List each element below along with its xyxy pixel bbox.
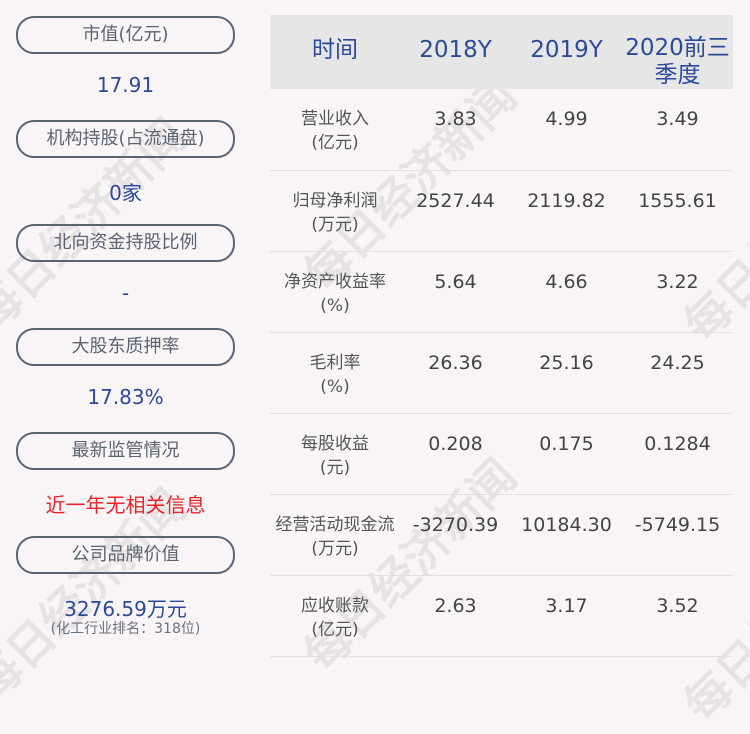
row-label: 归母净利润 (万元) [270, 170, 400, 252]
cell-value: 3.22 [622, 251, 733, 333]
table-row: 归母净利润 (万元) 2527.44 2119.82 1555.61 [270, 170, 733, 252]
cell-value: 3.52 [622, 575, 733, 657]
table-row: 营业收入 (亿元) 3.83 4.99 3.49 [270, 89, 733, 171]
row-unit: (亿元) [311, 619, 359, 640]
cell-value: 25.16 [511, 332, 622, 414]
row-label: 毛利率 (%) [270, 332, 400, 414]
metric-value: 近一年无相关信息 [45, 493, 206, 517]
metric-label: 大股东质押率 [16, 328, 235, 366]
metric-label: 最新监管情况 [16, 432, 235, 470]
row-label-text: 归母净利润 [292, 190, 378, 211]
table-row: 毛利率 (%) 26.36 25.16 24.25 [270, 332, 733, 414]
financial-table: 时间 2018Y 2019Y 2020前三季度 营业收入 (亿元) 3.83 4.99… [270, 15, 733, 657]
cell-value: 0.175 [511, 413, 622, 495]
metric-value: 3276.59万元 [64, 597, 187, 621]
row-label: 经营活动现金流 (万元) [270, 494, 400, 576]
header-2019: 2019Y [511, 15, 622, 89]
table-row: 应收账款 (亿元) 2.63 3.17 3.52 [270, 575, 733, 657]
metric-value: 0家 [109, 181, 142, 205]
row-label: 应收账款 (亿元) [270, 575, 400, 657]
row-label-text: 营业收入 [301, 109, 369, 129]
cell-value: 3.83 [400, 89, 511, 171]
cell-value: 24.25 [622, 332, 733, 414]
row-unit: (元) [319, 457, 351, 478]
cell-value: 3.17 [511, 575, 622, 657]
metric-label: 北向资金持股比例 [16, 224, 235, 262]
cell-value: 26.36 [400, 332, 511, 414]
row-label-text: 经营活动现金流 [275, 514, 395, 535]
row-label-text: 净资产收益率 [284, 271, 386, 292]
row-unit: (万元) [311, 538, 359, 559]
cell-value: 2.63 [400, 575, 511, 657]
row-unit: (万元) [311, 214, 359, 235]
cell-value: -5749.15 [622, 494, 733, 576]
cell-value: 1555.61 [622, 170, 733, 252]
header-time: 时间 [270, 15, 400, 89]
cell-value: -3270.39 [400, 494, 511, 576]
table-row: 净资产收益率 (%) 5.64 4.66 3.22 [270, 251, 733, 333]
cell-value: 2119.82 [511, 170, 622, 252]
cell-value: 0.208 [400, 413, 511, 495]
metric-label: 市值(亿元) [16, 16, 235, 54]
table-row: 每股收益 (元) 0.208 0.175 0.1284 [270, 413, 733, 495]
row-label: 每股收益 (元) [270, 413, 400, 495]
header-2020q3: 2020前三季度 [622, 15, 733, 89]
cell-value: 10184.30 [511, 494, 622, 576]
cell-value: 0.1284 [622, 413, 733, 495]
cell-value: 3.49 [622, 89, 733, 171]
row-unit: (%) [320, 295, 350, 316]
row-label-text: 每股收益 [301, 433, 369, 454]
metric-value: 17.91 [96, 73, 155, 97]
row-label: 净资产收益率 (%) [270, 251, 400, 333]
cell-value: 5.64 [400, 251, 511, 333]
cell-value: 4.99 [511, 89, 622, 171]
metric-label: 机构持股(占流通盘) [16, 120, 235, 158]
cell-value: 2527.44 [400, 170, 511, 252]
row-unit: (%) [320, 376, 350, 397]
metric-label: 公司品牌价值 [16, 536, 235, 574]
row-label-text: 应收账款 [301, 595, 369, 616]
header-2018: 2018Y [400, 15, 511, 89]
cell-value: 4.66 [511, 251, 622, 333]
row-unit: (亿元) [311, 133, 359, 153]
table-row: 经营活动现金流 (万元) -3270.39 10184.30 -5749.15 [270, 494, 733, 576]
metric-subnote: (化工行业排名：318位) [50, 621, 201, 637]
metric-value: - [121, 281, 130, 305]
row-label: 营业收入 (亿元) [270, 89, 400, 171]
row-label-text: 毛利率 [309, 352, 361, 373]
metric-value: 17.83% [87, 385, 164, 409]
